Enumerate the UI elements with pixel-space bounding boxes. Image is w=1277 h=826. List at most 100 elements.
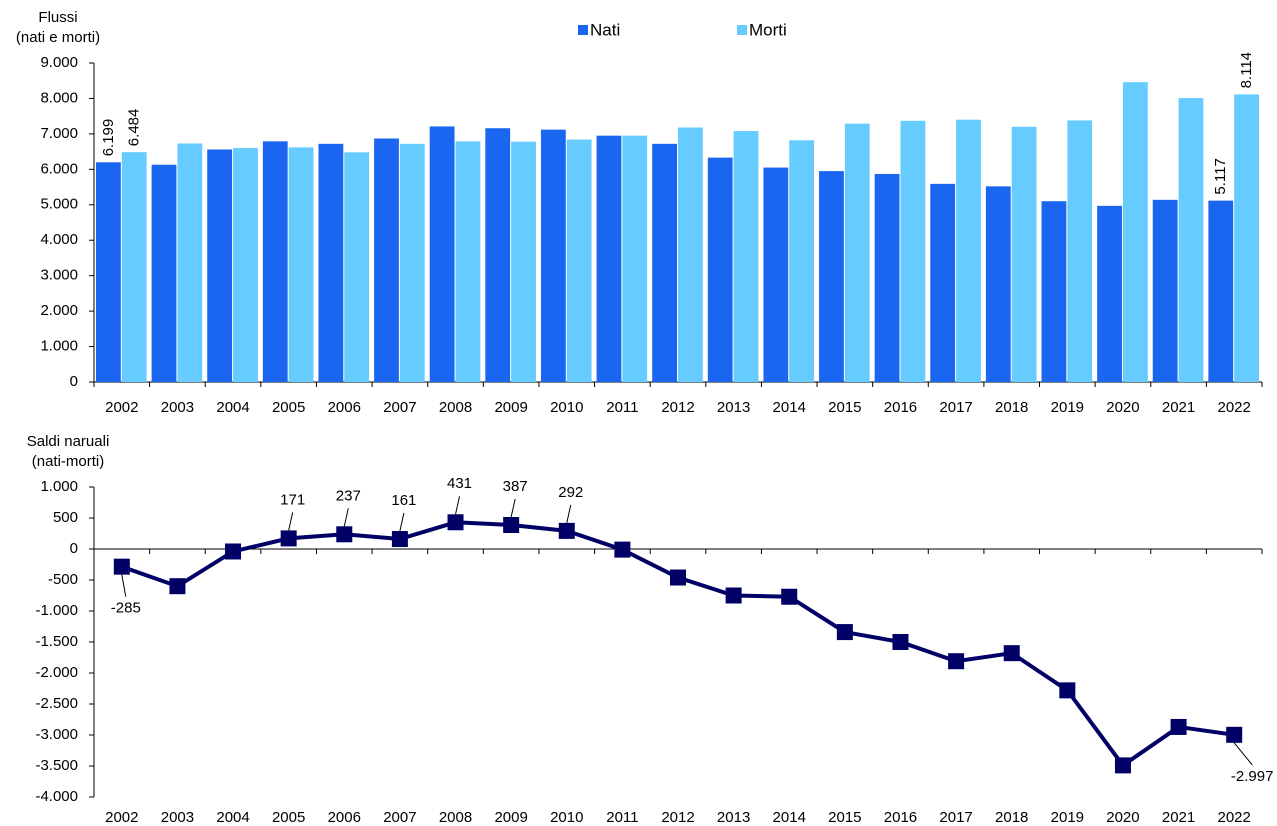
bar: [956, 119, 981, 382]
y-tick-label: -3.500: [35, 757, 78, 774]
y-tick-label: 8.000: [40, 89, 78, 106]
data-label: 8.114: [1238, 52, 1255, 88]
bar: [819, 171, 844, 382]
marker: [503, 517, 520, 534]
x-tick-label: 2011: [606, 809, 638, 826]
bar: [399, 143, 425, 382]
marker: [391, 531, 408, 548]
marker: [670, 569, 686, 586]
data-label: 237: [336, 487, 361, 504]
bar: [707, 157, 733, 382]
bar: [151, 164, 177, 382]
data-label: 161: [391, 492, 416, 509]
y-tick-label: 7.000: [40, 125, 78, 142]
bar: [789, 140, 815, 382]
bar: [985, 186, 1011, 382]
x-tick-label: 2009: [494, 399, 527, 416]
y-axis-title: Flussi: [38, 9, 77, 26]
marker: [1170, 718, 1187, 735]
bar: [177, 143, 203, 382]
marker: [558, 522, 575, 539]
bar: [622, 135, 648, 382]
bar: [1041, 201, 1067, 382]
x-tick-label: 2009: [494, 809, 527, 826]
x-tick-label: 2003: [161, 399, 194, 416]
x-tick-label: 2016: [884, 399, 917, 416]
bar: [763, 167, 789, 382]
y-tick-label: -2.500: [35, 695, 78, 712]
y-tick-label: -500: [48, 571, 78, 588]
bar: [233, 148, 258, 382]
y-tick-label: 0: [70, 373, 78, 390]
bar: [511, 141, 536, 382]
bar: [596, 135, 622, 382]
marker: [1003, 645, 1020, 662]
bar: [930, 183, 956, 382]
y-tick-label: 6.000: [40, 160, 78, 177]
data-label: 431: [447, 475, 472, 492]
bar: [1011, 126, 1037, 382]
leader-line: [566, 504, 572, 524]
x-tick-label: 2005: [272, 399, 305, 416]
marker: [725, 587, 742, 604]
y-tick-label: 9.000: [40, 54, 78, 71]
bar: [288, 147, 314, 382]
data-label: 5.117: [1212, 158, 1229, 194]
bar: [429, 126, 455, 382]
y-tick-label: 3.000: [40, 267, 78, 284]
y-tick-label: 4.000: [40, 231, 78, 248]
leader-line: [288, 512, 294, 531]
x-tick-label: 2021: [1162, 809, 1195, 826]
bar: [566, 139, 592, 382]
y-tick-label: -1.000: [35, 602, 78, 619]
x-tick-label: 2016: [884, 809, 917, 826]
y-tick-label: 5.000: [40, 196, 78, 213]
x-tick-label: 2006: [328, 809, 361, 826]
x-tick-label: 2010: [550, 399, 583, 416]
marker: [447, 514, 464, 531]
marker: [225, 543, 242, 560]
bar: [96, 162, 121, 382]
x-tick-label: 2014: [773, 809, 806, 826]
bar: [374, 138, 399, 382]
y-tick-label: -2.000: [35, 664, 78, 681]
leader-line: [1233, 742, 1253, 766]
bar: [262, 141, 288, 382]
bar: [874, 173, 900, 382]
x-tick-label: 2020: [1106, 399, 1139, 416]
x-tick-label: 2013: [717, 399, 750, 416]
legend-label: Nati: [590, 20, 620, 39]
bar: [455, 141, 481, 382]
x-tick-label: 2015: [828, 399, 861, 416]
leader-line: [455, 496, 461, 515]
marker: [1226, 726, 1243, 743]
legend-swatch: [578, 25, 588, 35]
x-tick-label: 2014: [773, 399, 806, 416]
x-tick-label: 2020: [1106, 809, 1139, 826]
legend-swatch: [737, 25, 747, 35]
x-tick-label: 2019: [1051, 399, 1084, 416]
x-tick-label: 2005: [272, 809, 305, 826]
bar: [1152, 199, 1178, 382]
y-tick-label: -1.500: [35, 633, 78, 650]
y-tick-label: 1.000: [40, 338, 78, 355]
bar: [1067, 120, 1093, 383]
x-tick-label: 2017: [939, 399, 972, 416]
x-tick-label: 2003: [161, 809, 194, 826]
x-tick-label: 2022: [1218, 399, 1251, 416]
y-tick-label: 0: [70, 540, 78, 557]
bar: [733, 131, 759, 382]
x-tick-label: 2017: [939, 809, 972, 826]
data-label: 387: [503, 478, 528, 495]
leader-line: [343, 508, 349, 527]
x-tick-label: 2004: [216, 809, 249, 826]
data-label: -285: [111, 600, 141, 617]
leader-line: [399, 512, 405, 532]
marker: [336, 526, 353, 543]
x-tick-label: 2012: [661, 399, 694, 416]
y-axis-title: Saldi naruali: [27, 433, 110, 450]
data-label: 292: [558, 484, 583, 501]
legend-label: Morti: [749, 20, 787, 39]
x-tick-label: 2018: [995, 399, 1028, 416]
